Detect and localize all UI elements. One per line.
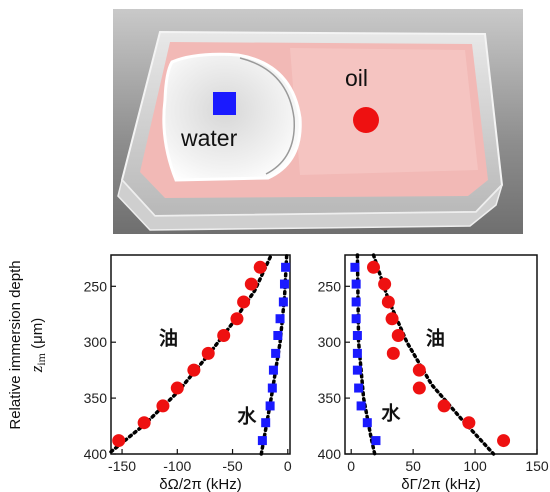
- plot-frame: [110, 254, 291, 455]
- x-tick-label: 150: [525, 458, 549, 474]
- data-point-oil: [187, 363, 201, 377]
- data-point-water: [267, 383, 277, 393]
- y-axis-label-sub: im: [34, 352, 48, 365]
- data-point-water: [352, 365, 362, 375]
- data-point-oil: [381, 295, 395, 309]
- x-tick-label: 0: [347, 458, 355, 474]
- y-axis-label-var: z: [27, 365, 46, 373]
- data-point-water: [265, 401, 275, 411]
- data-point-oil: [156, 399, 170, 413]
- x-tick-label: 50: [405, 458, 421, 474]
- data-point-water: [278, 297, 288, 307]
- data-point-water: [271, 348, 281, 358]
- data-point-oil: [497, 434, 511, 448]
- data-point-water: [356, 401, 366, 411]
- water-droplet: [162, 52, 302, 182]
- data-point-oil: [391, 328, 405, 342]
- data-point-oil: [230, 312, 244, 326]
- data-point-water: [351, 314, 361, 324]
- data-point-oil: [366, 260, 380, 274]
- medium-annotation: 油: [426, 327, 445, 349]
- x-axis-label: δΩ/2π (kHz): [159, 476, 241, 492]
- data-point-oil: [112, 434, 126, 448]
- data-point-water: [351, 297, 361, 307]
- medium-annotation: 水: [237, 406, 257, 428]
- data-point-water: [351, 279, 361, 289]
- chart-linewidth-shift: 250 300 350 400 0 50 100 150 δΓ/2π (kHz) 油水: [318, 253, 549, 492]
- water-droplet-edge: [239, 57, 295, 175]
- chart-frequency-shift: 250 300 350 400-150 -100 -50 0 δΩ/2π (kHz) 油水: [84, 253, 292, 492]
- medium-annotation: 水: [381, 402, 401, 424]
- plot-frame: [344, 254, 538, 455]
- y-tick-label: 400: [84, 446, 108, 462]
- data-point-water: [279, 279, 289, 289]
- data-point-oil: [237, 295, 251, 309]
- data-point-oil: [462, 416, 476, 430]
- data-point-oil: [378, 277, 392, 291]
- oil-circle-marker: [353, 107, 379, 133]
- x-tick-label: 0: [284, 458, 292, 474]
- y-tick-label: 400: [318, 446, 342, 462]
- oil-label: oil: [345, 65, 368, 91]
- water-label: water: [180, 125, 238, 151]
- data-point-water: [275, 314, 285, 324]
- data-point-water: [350, 262, 360, 272]
- data-point-oil: [244, 277, 258, 291]
- x-axis-label: δΓ/2π (kHz): [401, 476, 480, 492]
- data-point-water: [352, 330, 362, 340]
- x-tick-label: -50: [222, 458, 242, 474]
- medium-annotation: 油: [159, 327, 178, 349]
- data-point-water: [371, 436, 381, 446]
- y-tick-label: 250: [84, 278, 108, 294]
- data-point-oil: [385, 312, 399, 326]
- data-point-water: [268, 365, 278, 375]
- data-point-oil: [217, 328, 231, 342]
- data-point-oil: [201, 346, 215, 360]
- data-point-water: [273, 330, 283, 340]
- data-point-oil: [386, 346, 400, 360]
- y-axis-label-line1: Relative immersion depth: [7, 260, 24, 429]
- y-tick-label: 300: [84, 334, 108, 350]
- x-tick-label: 100: [463, 458, 487, 474]
- data-point-oil: [170, 381, 184, 395]
- y-axis-label-line2: zim (μm): [27, 318, 48, 374]
- data-point-water: [352, 348, 362, 358]
- data-point-oil: [412, 381, 426, 395]
- data-point-oil: [137, 416, 151, 430]
- data-point-oil: [253, 260, 267, 274]
- y-tick-label: 350: [318, 390, 342, 406]
- dish-glass-front-edge: [117, 178, 503, 231]
- data-point-water: [362, 418, 372, 428]
- data-point-water: [261, 418, 271, 428]
- x-tick-label: -100: [163, 458, 191, 474]
- data-point-water: [257, 436, 267, 446]
- y-axis-label-unit: (μm): [29, 318, 46, 353]
- y-tick-label: 300: [318, 334, 342, 350]
- oil-region-highlight: [290, 48, 478, 175]
- data-point-oil: [412, 363, 426, 377]
- data-point-water: [354, 383, 364, 393]
- data-point-oil: [437, 399, 451, 413]
- data-point-water: [281, 262, 291, 272]
- y-tick-label: 350: [84, 390, 108, 406]
- water-square-marker: [213, 92, 236, 115]
- x-tick-label: -150: [108, 458, 136, 474]
- y-tick-label: 250: [318, 278, 342, 294]
